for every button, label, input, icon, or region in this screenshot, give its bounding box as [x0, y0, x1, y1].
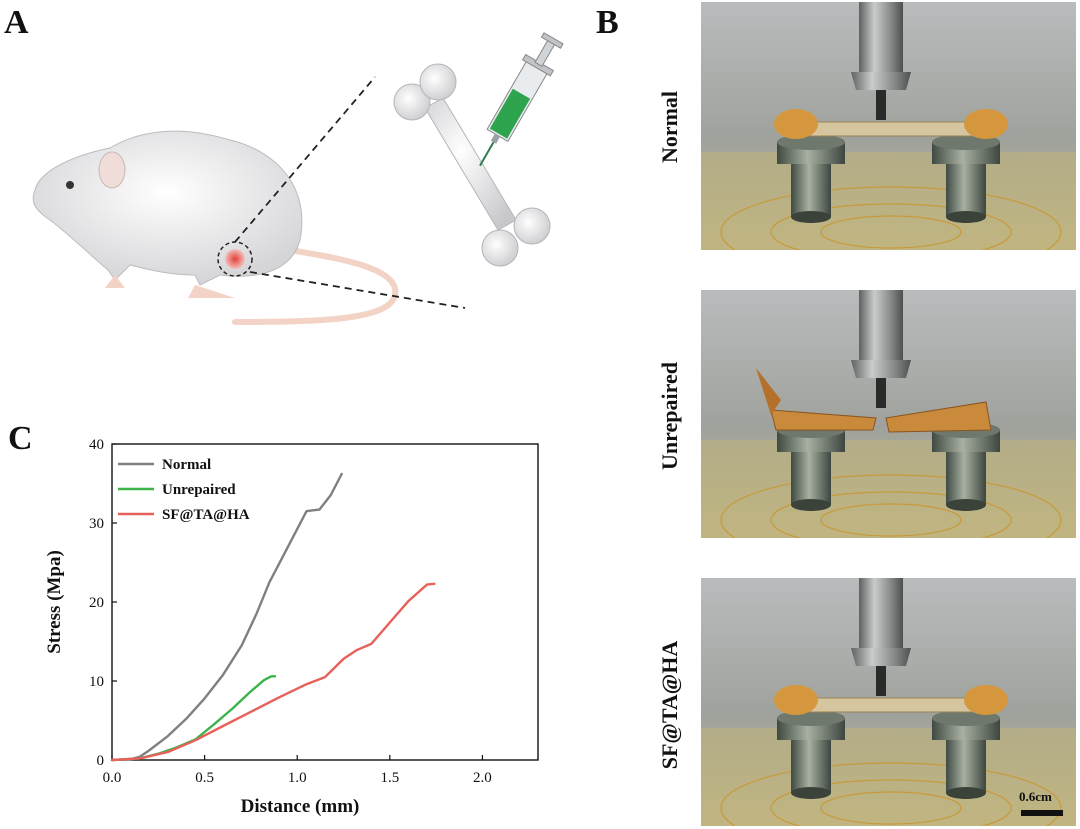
femur-bone: [393, 63, 551, 267]
zoom-line-top: [234, 76, 376, 243]
rat-ear: [98, 151, 126, 189]
zoom-line-bottom: [249, 271, 466, 309]
legend-label: Unrepaired: [162, 482, 236, 498]
y-tick-label: 20: [89, 595, 104, 611]
y-tick-label: 0: [97, 753, 105, 769]
series-line-sf-ta-ha: [110, 582, 436, 762]
rat-eye: [66, 181, 74, 189]
rat-body: [32, 130, 303, 286]
series-line-normal: [110, 472, 343, 762]
legend-label: Normal: [162, 457, 211, 473]
photo-normal: [701, 2, 1076, 250]
photo-sftaha: [701, 578, 1076, 826]
x-axis-label: Distance (mm): [241, 796, 360, 817]
series-line-unrepaired: [110, 675, 277, 762]
scale-bar: [1021, 810, 1063, 816]
rat-hind-foot: [188, 285, 235, 298]
x-tick-label: 0.5: [195, 770, 214, 786]
x-tick-label: 1.0: [288, 770, 307, 786]
photo-unrepaired: [701, 290, 1076, 538]
syringe: [479, 32, 564, 167]
y-tick-label: 30: [89, 516, 104, 532]
row-label-unrepaired: Unrepaired: [657, 362, 682, 470]
rat-tail: [232, 247, 399, 325]
scale-bar-label: 0.6cm: [1019, 789, 1052, 804]
stress-distance-chart: 0.0 0.5 1.0 1.5 2.0 0 10 20 30 40 Distance (mm) Str…: [44, 437, 539, 817]
panel-label-b: B: [596, 4, 619, 41]
panel-label-c: C: [8, 420, 33, 457]
y-tick-label: 40: [89, 437, 104, 453]
panel-label-a: A: [4, 4, 29, 41]
row-label-sftaha: SF@TA@HA: [657, 640, 682, 770]
x-tick-label: 2.0: [473, 770, 492, 786]
x-tick-label: 1.5: [380, 770, 399, 786]
legend-label: SF@TA@HA: [162, 507, 250, 523]
row-label-normal: Normal: [657, 90, 682, 164]
rat-bone-illustration: [32, 32, 564, 325]
y-axis-label: Stress (Mpa): [44, 550, 65, 654]
y-tick-label: 10: [89, 674, 104, 690]
rat-front-foot: [105, 275, 125, 288]
x-tick-label: 0.0: [103, 770, 122, 786]
